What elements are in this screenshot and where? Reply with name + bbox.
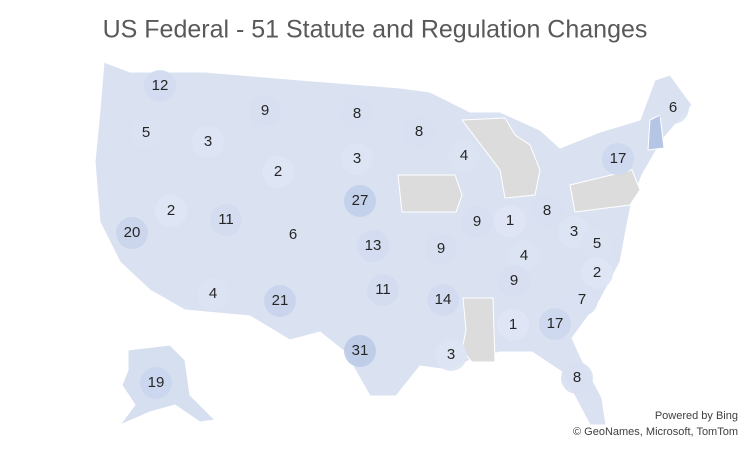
region-fill [116, 217, 148, 249]
value-label: 8 [573, 369, 581, 386]
region-fill [210, 204, 242, 236]
value-label: 4 [520, 247, 528, 264]
value-label: 14 [435, 291, 452, 308]
attribution: © GeoNames, Microsoft, TomTom [573, 426, 738, 438]
value-label: 31 [352, 342, 369, 359]
no-data-region [461, 117, 541, 199]
value-label: 3 [204, 133, 212, 150]
value-label: 9 [437, 240, 445, 257]
region-fill [581, 257, 613, 289]
attribution: Powered by Bing [655, 410, 738, 422]
region-fill [435, 339, 467, 371]
region-fill [264, 285, 296, 317]
region-fill [425, 233, 457, 265]
region-fill [448, 140, 480, 172]
region-fill [144, 70, 176, 102]
value-label: 6 [669, 99, 677, 116]
region-fill [344, 335, 376, 367]
value-label: 21 [272, 292, 289, 309]
region-fill [498, 265, 530, 297]
value-label: 17 [547, 315, 564, 332]
region-fill [277, 219, 309, 251]
no-data-region [397, 174, 463, 213]
region-fill [531, 195, 563, 227]
chart-title: US Federal - 51 Statute and Regulation C… [103, 16, 648, 44]
region-fill [461, 206, 493, 238]
region-fill [497, 309, 529, 341]
value-label: 2 [274, 163, 282, 180]
region-fill [566, 284, 598, 316]
value-label: 19 [148, 374, 165, 391]
value-label: 8 [415, 123, 423, 140]
region-fill [192, 126, 224, 158]
region-fill [341, 143, 373, 175]
region-fill [249, 95, 281, 127]
value-label: 20 [124, 224, 141, 241]
value-label: 3 [353, 150, 361, 167]
region-fill [344, 185, 376, 217]
no-data-region [461, 297, 496, 363]
value-label: 9 [473, 213, 481, 230]
value-label: 4 [460, 147, 468, 164]
value-label: 2 [593, 264, 601, 281]
region-highlight [647, 114, 665, 151]
region-fill [130, 117, 162, 149]
value-label: 11 [375, 281, 391, 298]
region-fill [494, 205, 526, 237]
region-fill [197, 278, 229, 310]
region-fill [539, 308, 571, 340]
value-label: 27 [352, 192, 369, 209]
value-label: 5 [593, 235, 601, 252]
value-label: 1 [509, 316, 517, 333]
region-fill [602, 143, 634, 175]
region-fill [403, 116, 435, 148]
value-label: 5 [142, 124, 150, 141]
value-label: 8 [353, 105, 361, 122]
value-label: 3 [447, 346, 455, 363]
value-label: 9 [510, 272, 518, 289]
value-label: 13 [365, 237, 382, 254]
value-label: 4 [209, 285, 217, 302]
value-label: 3 [570, 223, 578, 240]
value-label: 12 [152, 77, 169, 94]
value-label: 1 [506, 212, 514, 229]
value-label: 17 [610, 150, 627, 167]
region-fill [657, 92, 689, 124]
region-fill [427, 284, 459, 316]
region-fill [508, 240, 540, 272]
region-fill [357, 230, 389, 262]
value-label: 7 [578, 291, 586, 308]
value-label: 11 [218, 211, 234, 228]
value-label: 6 [289, 226, 297, 243]
region-fill [262, 156, 294, 188]
region-fill [561, 362, 593, 394]
value-label: 2 [167, 202, 175, 219]
region-fill [140, 367, 172, 399]
region-fill [155, 195, 187, 227]
value-label: 9 [261, 102, 269, 119]
region-fill [367, 274, 399, 306]
region-fill [581, 228, 613, 260]
region-fill [341, 98, 373, 130]
value-label: 8 [543, 202, 551, 219]
